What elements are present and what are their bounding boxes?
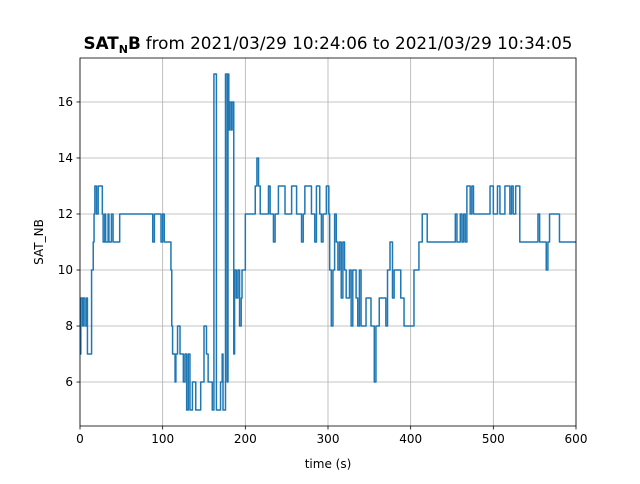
title-subscript: N bbox=[119, 43, 128, 56]
x-tick-label: 400 bbox=[399, 432, 422, 446]
y-axis-label: SAT_NB bbox=[32, 219, 46, 265]
chart-title: SATNB from 2021/03/29 10:24:06 to 2021/03… bbox=[84, 33, 573, 56]
x-axis-label: time (s) bbox=[305, 457, 352, 471]
data-line bbox=[80, 73, 576, 411]
y-tick-label: 10 bbox=[58, 263, 73, 277]
y-tick-label: 12 bbox=[58, 207, 73, 221]
title-bold-end: B bbox=[128, 33, 141, 53]
x-tick-label: 0 bbox=[76, 432, 84, 446]
y-tick-label: 8 bbox=[65, 319, 73, 333]
x-tick-label: 600 bbox=[565, 432, 588, 446]
y-tick-label: 6 bbox=[65, 375, 73, 389]
plot-frame bbox=[79, 57, 577, 427]
x-tick-label: 500 bbox=[482, 432, 505, 446]
title-bold: SAT bbox=[84, 33, 120, 53]
title-text: from 2021/03/29 10:24:06 to 2021/03/29 1… bbox=[146, 33, 573, 53]
x-tick-label: 200 bbox=[234, 432, 257, 446]
x-tick-label: 100 bbox=[151, 432, 174, 446]
y-tick-label: 14 bbox=[58, 151, 73, 165]
y-tick-label: 16 bbox=[58, 95, 73, 109]
x-tick-label: 300 bbox=[317, 432, 340, 446]
